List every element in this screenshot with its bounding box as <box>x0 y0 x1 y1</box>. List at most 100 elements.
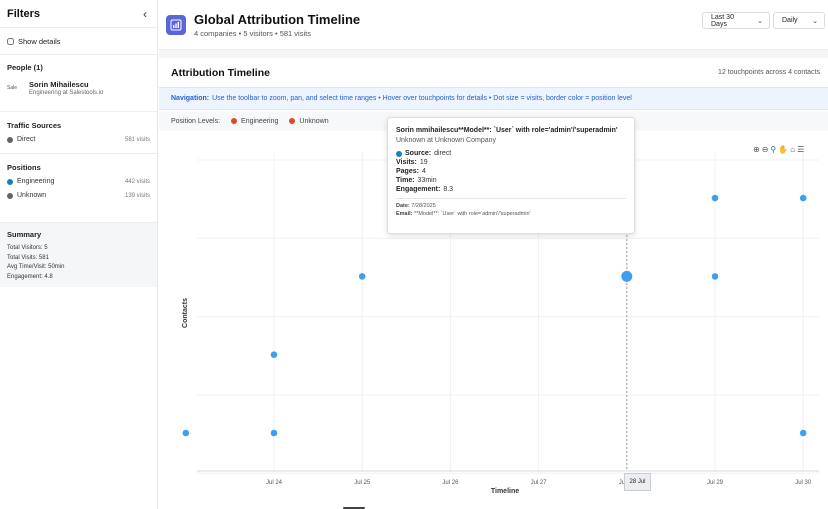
granularity-select[interactable]: Daily ⌄ <box>773 12 825 29</box>
person-role: Engineering at Salestools.io <box>29 90 104 96</box>
tooltip-title: Sorin mmihailescu**Model**: `User` with … <box>396 127 618 134</box>
touchpoint-dot[interactable] <box>358 273 366 280</box>
home-icon[interactable]: ⌂ <box>790 145 796 154</box>
summary-total-visits: Total Visits: 581 <box>7 254 49 261</box>
tooltip-date-label: Date: <box>396 203 410 209</box>
traffic-item-direct[interactable]: Direct 581 visits <box>7 135 150 144</box>
legend-text: Engineering <box>241 117 279 125</box>
position-item-unknown[interactable]: Unknown 139 visits <box>7 191 150 200</box>
x-tick-label: Jul 30 <box>795 480 812 486</box>
traffic-dot-icon <box>7 136 13 143</box>
navigation-hint: Navigation: Use the toolbar to zoom, pan… <box>159 87 828 110</box>
horizontal-scrollbar[interactable] <box>343 507 365 509</box>
x-tick-label: Jul 24 <box>266 480 283 486</box>
y-axis-label: Contacts <box>182 298 189 328</box>
positions-heading: Positions <box>7 163 41 172</box>
page-subtitle: 4 companies • 5 visitors • 581 visits <box>194 28 311 38</box>
touchpoint-dot[interactable] <box>711 273 719 280</box>
position-dot-icon <box>7 178 13 185</box>
main-area: Global Attribution Timeline 4 companies … <box>159 0 828 509</box>
summary-heading: Summary <box>7 230 42 239</box>
tooltip-time-label: Time: <box>396 177 415 184</box>
traffic-count: 581 visits <box>124 136 150 143</box>
tooltip-divider <box>396 198 626 199</box>
magnifier-icon[interactable]: ⚲ <box>770 145 777 154</box>
people-section: People (1) Sale Sorin Mihailescu Enginee… <box>0 55 157 112</box>
traffic-label: Direct <box>17 136 36 143</box>
panel-title: Attribution Timeline <box>171 66 270 79</box>
touchpoint-dot[interactable] <box>270 429 278 437</box>
x-tick-label: Jul 26 <box>442 480 459 486</box>
granularity-value: Daily <box>782 17 798 24</box>
tooltip-pages-label: Pages: <box>396 168 419 175</box>
tooltip-source: Source: direct <box>396 150 626 157</box>
touchpoint-dot[interactable] <box>182 429 190 437</box>
tooltip-source-label: Source: <box>405 150 432 157</box>
x-tick-label: Jul 27 <box>531 480 548 486</box>
position-item-engineering[interactable]: Engineering 442 visits <box>7 177 150 186</box>
touchpoint-tooltip: Sorin mmihailescu**Model**: `User` with … <box>387 117 635 234</box>
touchpoint-dot[interactable] <box>270 351 278 358</box>
position-label: Engineering <box>17 178 55 185</box>
chevron-down-icon: ⌄ <box>757 17 763 25</box>
show-details-checkbox[interactable] <box>7 37 14 45</box>
touchpoint-dot[interactable] <box>799 194 807 202</box>
position-label: Unknown <box>17 192 47 199</box>
position-count: 139 visits <box>124 192 150 199</box>
tooltip-email: Email: **Model**: `User` with role='admi… <box>396 210 626 218</box>
legend-item-unknown[interactable]: Unknown <box>289 117 329 125</box>
x-axis-hover-label: 28 Jul <box>624 473 651 491</box>
source-dot-icon <box>396 150 402 157</box>
touchpoint-dot[interactable] <box>621 270 633 282</box>
tooltip-visits-label: Visits: <box>396 159 417 166</box>
legend-label: Position Levels: <box>171 117 221 125</box>
sidebar-header: Filters ‹ <box>0 0 157 28</box>
tooltip-visits-value: 19 <box>419 159 428 166</box>
tooltip-time-value: 33min <box>417 177 437 184</box>
pan-icon[interactable]: ✋ <box>778 145 789 154</box>
zoom-in-icon[interactable]: ⊕ <box>753 145 760 154</box>
show-details-label: Show details <box>18 36 61 46</box>
bar-chart-icon <box>166 14 186 35</box>
tooltip-pages-value: 4 <box>421 168 426 175</box>
filters-sidebar: Filters ‹ Show details People (1) Sale S… <box>0 0 158 509</box>
summary-total-visitors: Total Visitors: 5 <box>7 245 48 251</box>
person-item[interactable]: Sale Sorin Mihailescu Engineering at Sal… <box>7 80 150 97</box>
zoom-out-icon[interactable]: ⊖ <box>761 145 769 154</box>
tooltip-time: Time: 33min <box>396 177 626 184</box>
position-dot-icon <box>7 192 13 199</box>
summary-engagement: Engagement: 4.8 <box>7 273 53 280</box>
panel-meta: 12 touchpoints across 4 contacts <box>718 69 820 76</box>
x-tick-label: Jul 29 <box>707 480 724 486</box>
page-title: Global Attribution Timeline <box>194 11 361 27</box>
date-range-select[interactable]: Last 30 Days ⌄ <box>702 12 770 29</box>
tooltip-email-label: Email: <box>396 211 413 217</box>
navigation-hint-label: Navigation: <box>171 95 210 102</box>
traffic-heading: Traffic Sources <box>7 121 62 130</box>
legend-item-engineering[interactable]: Engineering <box>231 118 278 125</box>
tooltip-date: Date: 7/28/2025 <box>396 202 626 210</box>
tooltip-source-value: direct <box>434 150 452 157</box>
chart-toolbar: ⊕ ⊖ ⚲ ✋ ⌂ ☰ <box>753 145 804 154</box>
panel-header: Attribution Timeline 12 touchpoints acro… <box>159 58 828 87</box>
collapse-chevron-icon[interactable]: ‹ <box>143 6 147 21</box>
positions-section: Positions Engineering 442 visits Unknown… <box>0 154 157 223</box>
date-range-value: Last 30 Days <box>711 13 734 28</box>
legend-dot-icon <box>289 118 296 124</box>
tooltip-date-value: 7/28/2025 <box>411 203 436 209</box>
tooltip-company: Unknown at Unknown Company <box>396 137 496 144</box>
avatar: Sale <box>7 85 18 91</box>
touchpoint-dot[interactable] <box>711 194 719 202</box>
legend-text: Unknown <box>299 117 329 125</box>
tooltip-engagement: Engagement: 8.3 <box>396 186 626 193</box>
tooltip-engagement-value: 8.3 <box>443 186 454 193</box>
navigation-hint-text: Use the toolbar to zoom, pan, and select… <box>212 95 632 102</box>
summary-avg-time: Avg Time/Visit: 50min <box>7 264 65 270</box>
person-name: Sorin Mihailescu <box>29 80 89 89</box>
show-details-toggle[interactable]: Show details <box>0 28 157 55</box>
menu-icon[interactable]: ☰ <box>797 145 805 154</box>
touchpoint-dot[interactable] <box>799 429 807 437</box>
traffic-sources-section: Traffic Sources Direct 581 visits <box>0 112 157 154</box>
legend-dot-icon <box>231 118 238 124</box>
